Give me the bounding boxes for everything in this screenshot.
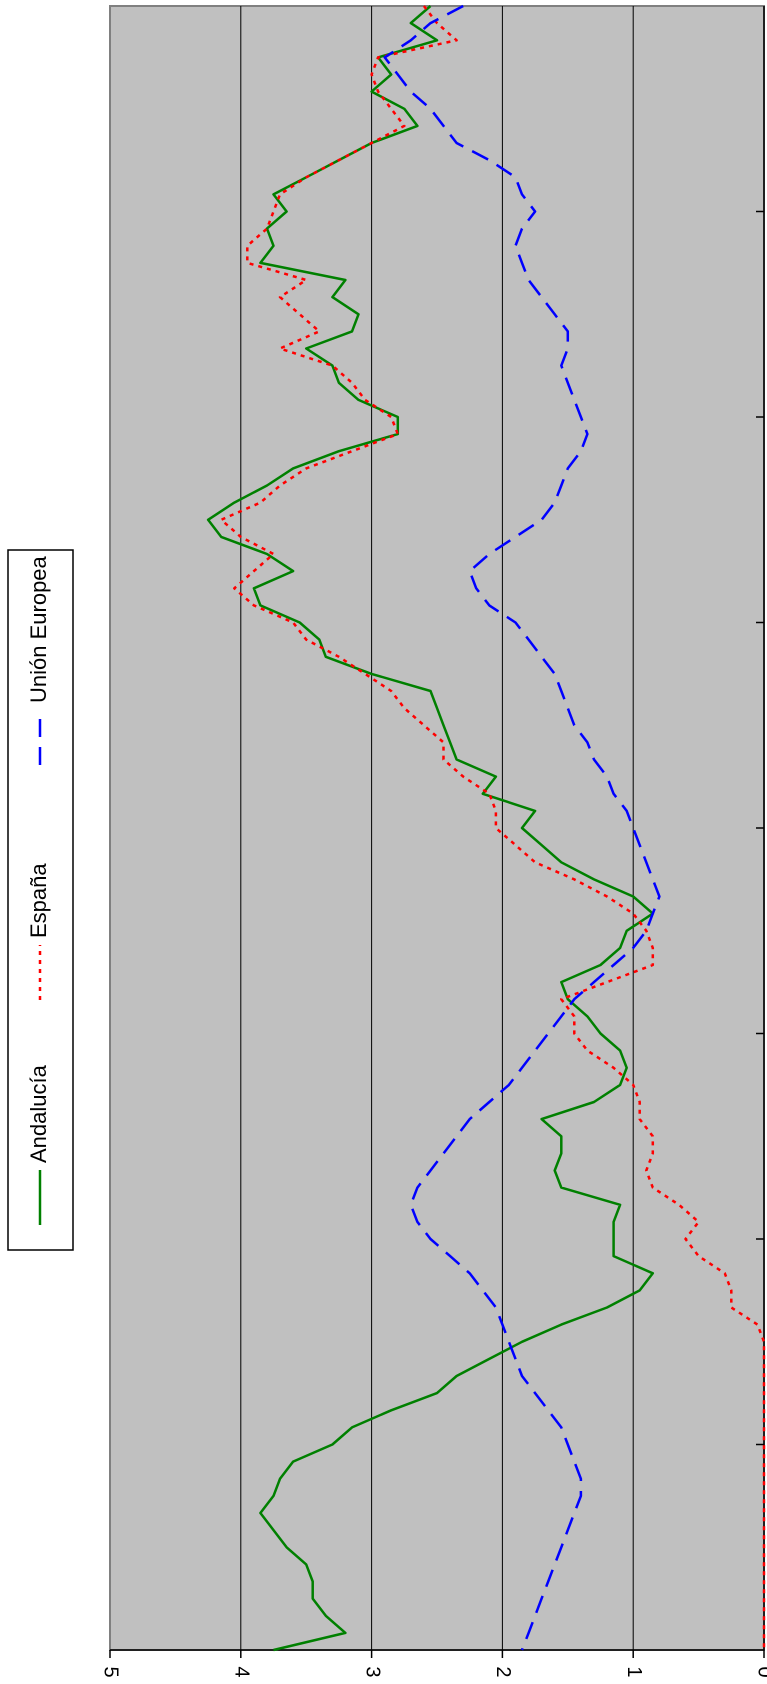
value-tick-label: 0 <box>754 1666 767 1677</box>
value-tick-label: 3 <box>361 1666 383 1677</box>
series-line-0 <box>206 5 655 1652</box>
legend-label-2: Unión Europea <box>26 555 51 703</box>
series-line-1 <box>219 5 766 1650</box>
gridlines <box>240 6 634 1650</box>
plot-area <box>109 5 765 1651</box>
legend-box <box>7 549 74 1251</box>
value-tick-label: 4 <box>231 1666 253 1677</box>
value-tick-label: 2 <box>492 1666 514 1677</box>
series-lines <box>206 4 766 1652</box>
value-tick-label: 1 <box>623 1666 645 1677</box>
legend-label-0: Andalucía <box>26 1064 51 1163</box>
legend-label-1: España <box>26 863 51 938</box>
value-tick-label: 5 <box>100 1666 122 1677</box>
series-line-2 <box>383 4 661 1651</box>
legend: Andalucía España Unión Europea <box>7 549 74 1251</box>
